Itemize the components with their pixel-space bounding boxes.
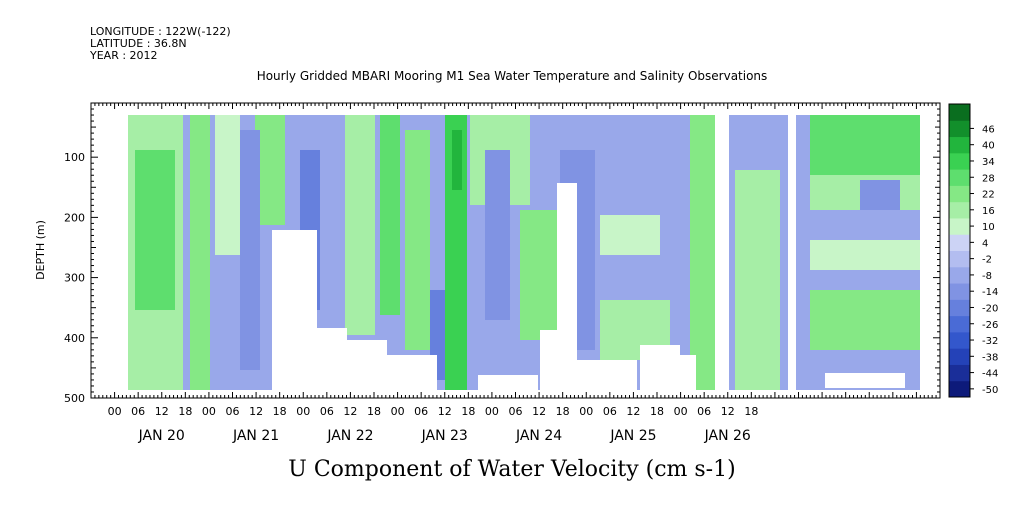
x-date-label: JAN 23 (421, 428, 468, 444)
x-date-label: JAN 24 (515, 428, 562, 444)
colorbar-label: -38 (982, 352, 998, 363)
colorbar-label: 22 (982, 190, 995, 201)
y-axis-label: DEPTH (m) (34, 220, 47, 280)
colorbar-label: 16 (982, 206, 995, 217)
x-tick-label: 12 (532, 405, 546, 418)
x-tick-label: 12 (721, 405, 735, 418)
x-tick-label: 00 (108, 405, 122, 418)
x-tick-label: 18 (178, 405, 192, 418)
colorbar-swatch (949, 380, 970, 398)
y-tick-label: 200 (64, 211, 85, 224)
colorbar-swatch (949, 234, 970, 251)
colorbar-frame (948, 103, 971, 398)
colorbar-label: 4 (982, 238, 988, 249)
x-date-label: JAN 21 (232, 428, 279, 444)
colorbar-swatch (949, 185, 970, 203)
x-axis-label: U Component of Water Velocity (cm s-1) (288, 457, 735, 482)
colorbar-label: 40 (982, 141, 995, 152)
colorbar-label: -8 (982, 271, 992, 282)
colorbar-label: -32 (982, 336, 998, 347)
colorbar-swatch (949, 120, 970, 138)
colorbar-swatch (949, 201, 970, 219)
y-tick-label: 400 (64, 332, 85, 345)
x-tick-label: 06 (131, 405, 145, 418)
latitude-label: LATITUDE : 36.8N (90, 37, 187, 50)
x-date-label: JAN 22 (326, 428, 373, 444)
plot-area: 00 06 12 18 00 06 12 18 00 06 12 18 00 06 12 18 00 06 12 18… (64, 102, 941, 444)
x-tick-label: 06 (603, 405, 617, 418)
chart-title: Hourly Gridded MBARI Mooring M1 Sea Wate… (257, 69, 768, 83)
x-tick-label: 00 (391, 405, 405, 418)
x-tick-label: 18 (650, 405, 664, 418)
y-tick-label: 500 (64, 392, 85, 405)
x-tick-label: 06 (320, 405, 334, 418)
x-tick-label: 06 (414, 405, 428, 418)
y-tick-label: 300 (64, 272, 85, 285)
colorbar-label: 34 (982, 157, 995, 168)
longitude-label: LONGITUDE : 122W(-122) (90, 25, 231, 38)
colorbar-swatch (949, 331, 970, 349)
x-date-label: JAN 25 (609, 428, 656, 444)
colorbar-label: -26 (982, 320, 998, 331)
x-tick-label: 06 (509, 405, 523, 418)
colorbar-swatch (949, 315, 970, 333)
colorbar-label: -20 (982, 303, 998, 314)
year-label: YEAR : 2012 (89, 49, 158, 62)
colorbar-label: -50 (982, 385, 998, 396)
x-tick-label: 18 (461, 405, 475, 418)
colorbar-swatch (949, 250, 970, 268)
x-tick-label: 12 (438, 405, 452, 418)
colorbar-label: -2 (982, 255, 992, 266)
y-tick-label: 100 (64, 151, 85, 164)
colorbar-swatch (949, 169, 970, 186)
colorbar-swatch (949, 217, 970, 235)
x-tick-label: 12 (626, 405, 640, 418)
x-tick-label: 18 (744, 405, 758, 418)
x-tick-label: 18 (273, 405, 287, 418)
colorbar-swatch (949, 266, 970, 284)
colorbar-swatch (949, 283, 970, 300)
colorbar-swatch (949, 152, 970, 170)
y-ticks: 100 200 300 400 500 (64, 102, 940, 405)
colorbar-label: -44 (982, 369, 998, 380)
colorbar-swatch (949, 136, 970, 154)
x-tick-label: 00 (202, 405, 216, 418)
x-tick-label: 18 (556, 405, 570, 418)
colorbar-label: 46 (982, 124, 995, 135)
x-tick-label: 12 (155, 405, 169, 418)
x-tick-label: 06 (697, 405, 711, 418)
x-tick-label: 18 (367, 405, 381, 418)
x-date-label: JAN 20 (138, 428, 185, 444)
colorbar-swatch (949, 364, 970, 382)
x-tick-label: 00 (579, 405, 593, 418)
colorbar-label: 10 (982, 222, 995, 233)
x-ticks: 00 06 12 18 00 06 12 18 00 06 12 18 00 06 12 18 00 06 12 18… (90, 103, 941, 444)
x-date-label: JAN 26 (704, 428, 751, 444)
x-tick-label: 00 (485, 405, 499, 418)
colorbar-label: 28 (982, 173, 995, 184)
x-tick-label: 00 (674, 405, 688, 418)
colorbar-swatch (949, 104, 970, 121)
velocity-field (91, 103, 940, 398)
x-tick-label: 06 (226, 405, 240, 418)
colorbar-label: -14 (982, 287, 998, 298)
x-tick-label: 12 (343, 405, 357, 418)
colorbar-swatch (949, 348, 970, 365)
colorbar-swatch (949, 299, 970, 317)
x-tick-label: 12 (249, 405, 263, 418)
x-tick-label: 00 (296, 405, 310, 418)
colorbar: 46 40 34 28 22 16 10 4 -2 -8 -14 -20 -26 -32 -38 -44 -50 (948, 103, 998, 398)
